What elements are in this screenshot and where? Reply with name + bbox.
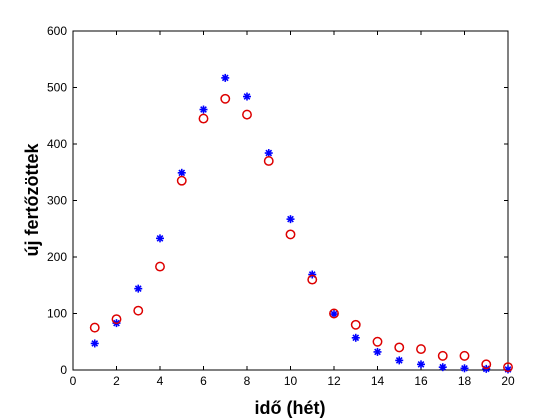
plot-frame	[72, 30, 509, 371]
data-point-circle	[394, 342, 405, 353]
data-point-circle	[133, 305, 144, 316]
x-tick-label: 6	[200, 374, 207, 388]
data-point-circle	[111, 314, 122, 325]
x-tick-label: 18	[458, 374, 472, 388]
data-point-circle	[329, 308, 339, 319]
data-point-circle	[437, 350, 448, 361]
x-tick-label: 10	[284, 374, 298, 388]
data-point-asterisk	[199, 105, 208, 114]
data-point-asterisk	[177, 168, 186, 177]
data-point-circle	[285, 229, 296, 240]
data-point-asterisk	[460, 364, 469, 373]
data-point-circle	[89, 322, 100, 333]
x-tick-label: 16	[414, 374, 428, 388]
y-tick-label: 400	[47, 137, 67, 151]
data-point-circle	[481, 359, 492, 370]
x-tick-label: 12	[327, 374, 341, 388]
data-point-circle	[372, 336, 383, 347]
data-point-circle	[242, 109, 252, 120]
data-point-asterisk	[134, 284, 143, 293]
data-point-asterisk	[221, 73, 230, 82]
data-point-asterisk	[243, 92, 251, 101]
data-point-asterisk	[156, 234, 164, 243]
x-axis-ticks: 0 2 4 6 8 10 12 14 16 18 20	[70, 31, 515, 388]
y-tick-label: 0	[60, 363, 67, 377]
series-layer	[89, 73, 513, 374]
data-point-circle	[350, 319, 361, 330]
y-axis-label: új fertőzöttek	[22, 143, 42, 257]
x-tick-label: 14	[371, 374, 385, 388]
plot-area	[72, 30, 509, 371]
x-tick-label: 8	[244, 374, 251, 388]
x-tick-label: 0	[70, 374, 77, 388]
data-point-circle	[220, 93, 231, 104]
data-point-asterisk	[90, 339, 99, 348]
y-tick-label: 200	[47, 250, 67, 264]
data-point-asterisk	[438, 363, 447, 372]
y-tick-label: 300	[47, 194, 67, 208]
data-point-circle	[307, 274, 318, 285]
data-point-circle	[176, 175, 187, 186]
y-tick-label: 600	[47, 24, 67, 38]
y-tick-label: 100	[47, 307, 67, 321]
y-axis-ticks: 0 100 200 300 400 500 600	[47, 24, 508, 377]
data-point-circle	[416, 344, 426, 355]
x-tick-label: 20	[501, 374, 515, 388]
data-point-circle	[263, 156, 274, 166]
data-point-asterisk	[351, 333, 360, 342]
data-point-asterisk	[330, 310, 338, 319]
data-point-circle	[503, 362, 513, 373]
series-2	[89, 93, 513, 373]
data-point-asterisk	[417, 360, 425, 369]
data-point-asterisk	[286, 215, 295, 224]
data-point-asterisk	[373, 347, 382, 356]
x-axis-label: idő (hét)	[255, 398, 326, 418]
x-tick-label: 2	[113, 374, 120, 388]
y-tick-label: 500	[47, 81, 67, 95]
data-point-circle	[198, 113, 209, 124]
data-point-circle	[459, 350, 470, 361]
data-point-asterisk	[264, 149, 273, 158]
series-1	[90, 73, 512, 374]
x-tick-label: 4	[157, 374, 164, 388]
data-point-circle	[155, 261, 165, 272]
data-point-asterisk	[395, 356, 404, 365]
